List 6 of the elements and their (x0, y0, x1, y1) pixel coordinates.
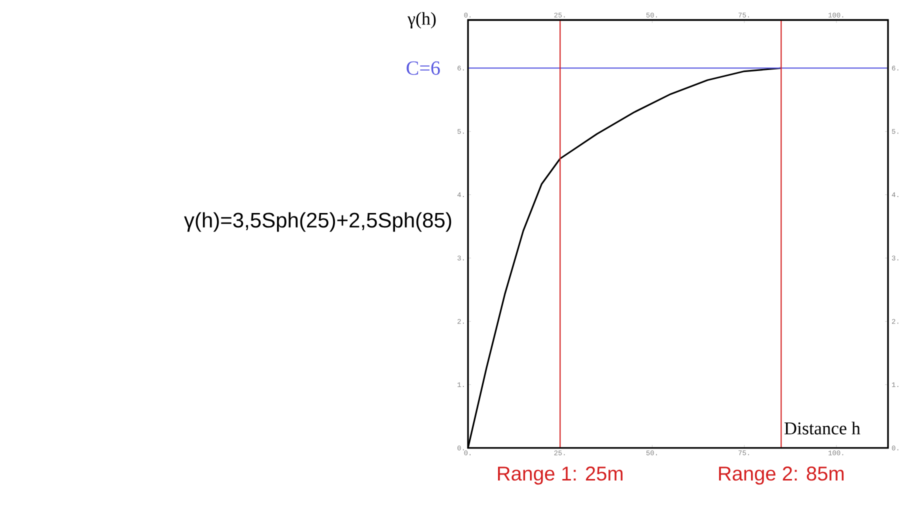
x-axis-title: Distance h (784, 422, 860, 434)
y-axis-title: γ(h) (408, 12, 436, 28)
ref-line-label: Range 2: 85m (719, 466, 844, 485)
ref-line-label: Range 1: 25m (498, 466, 622, 485)
ref-line-label: C=6 (406, 61, 440, 75)
text: γ(h)=3,5Sph(25)+2,5Sph(85) (184, 212, 452, 232)
